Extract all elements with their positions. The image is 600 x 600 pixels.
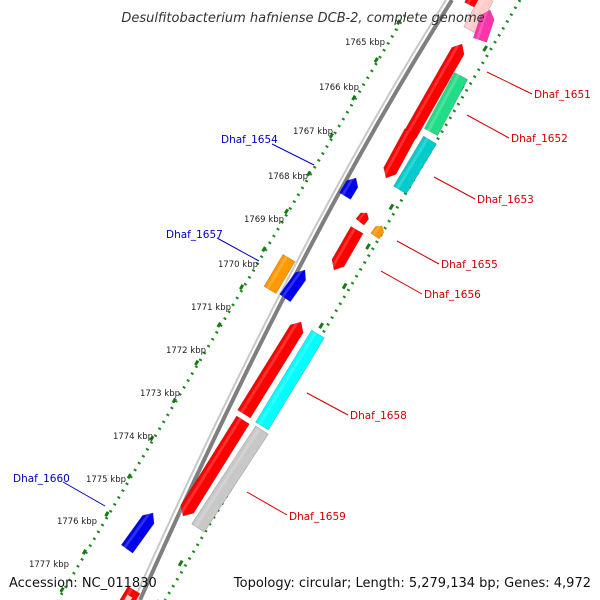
gene-shade (341, 175, 355, 196)
leader-line (271, 143, 315, 166)
gene-shade (240, 319, 300, 414)
gene-shade (396, 137, 429, 190)
gene-dhaf_1657[interactable] (263, 254, 296, 294)
leader-line (216, 237, 260, 262)
gene-shade (443, 41, 461, 70)
kbp-tick-label: 1776 kbp (57, 517, 97, 527)
gene-shade (427, 73, 460, 132)
kbp-tick-label: 1770 kbp (218, 260, 258, 270)
leader-line (466, 114, 510, 139)
gene-label-dhaf_1660[interactable]: Dhaf_1660 (13, 473, 70, 485)
leader-line (380, 270, 423, 295)
gene-shade (266, 255, 288, 290)
gene-shade (382, 129, 410, 178)
gene-shade (179, 417, 242, 516)
kbp-tick-label: 1772 kbp (166, 346, 206, 356)
gene-label-dhaf_1655[interactable]: Dhaf_1655 (441, 259, 498, 271)
gene-dhaf_1654[interactable] (339, 177, 359, 200)
gene-shade (123, 510, 152, 549)
gene-shade (466, 0, 485, 30)
gene-label-dhaf_1658[interactable]: Dhaf_1658 (350, 410, 407, 422)
gene-dhaf_1652[interactable] (423, 72, 469, 136)
leader-line (433, 176, 476, 200)
gene-dhaf_1650c[interactable] (472, 9, 495, 43)
gene-shade (330, 227, 356, 270)
kbp-tick-label: 1773 kbp (140, 389, 180, 399)
kbp-tick-labels: 1765 kbp 1766 kbp 1767 kbp 1768 kbp 1769 kbp… (29, 38, 385, 570)
gene-shade (281, 267, 304, 298)
leader-line (396, 240, 440, 265)
gene-shade (125, 595, 130, 600)
gene-dhaf_1660[interactable] (120, 512, 155, 554)
gene-labels: Dhaf_1651 Dhaf_1652 Dhaf_1653 Dhaf_1654 Dhaf… (13, 89, 591, 523)
kbp-tick-label: 1775 kbp (86, 475, 126, 485)
genome-title: Desulfitobacterium hafniense DCB-2, comp… (121, 11, 484, 26)
kbp-tick-label: 1771 kbp (191, 303, 231, 313)
inner-dotted-ring (56, 14, 407, 600)
gene-label-dhaf_1651[interactable]: Dhaf_1651 (534, 89, 591, 101)
gene-shade (258, 331, 317, 426)
kbp-tick-label: 1769 kbp (244, 215, 284, 225)
topology-text: Topology: circular; Length: 5,279,134 bp… (233, 576, 591, 591)
gene-dhaf_1659a[interactable] (180, 415, 250, 517)
gene-label-dhaf_1653[interactable]: Dhaf_1653 (477, 194, 534, 206)
gene-label-dhaf_1657[interactable]: Dhaf_1657 (166, 229, 223, 241)
leader-line (306, 392, 349, 416)
accession-text: Accession: NC_011830 (9, 576, 157, 591)
leader-line (246, 491, 288, 516)
gene-label-dhaf_1654[interactable]: Dhaf_1654 (221, 134, 278, 146)
gene-shade (123, 587, 133, 600)
kbp-tick-label: 1777 kbp (29, 560, 69, 570)
kbp-tick-label: 1765 kbp (345, 38, 385, 48)
gene-dhaf_1658[interactable] (255, 329, 325, 431)
kbp-tick-label: 1766 kbp (319, 83, 359, 93)
gene-label-dhaf_1652[interactable]: Dhaf_1652 (511, 133, 568, 145)
gene-dhaf_1658a[interactable] (237, 321, 304, 419)
gene-shade (466, 0, 472, 5)
gene-dhaf_1656[interactable] (331, 226, 364, 271)
leader-line (486, 71, 533, 95)
gene-dhaf_1655[interactable] (355, 212, 369, 226)
kbp-tick-label: 1774 kbp (113, 432, 153, 442)
kbp-tick-label: 1768 kbp (268, 172, 308, 182)
gene-shade (372, 224, 382, 236)
gene-dhaf_1657b[interactable] (279, 269, 306, 303)
gene-dhaf_1653[interactable] (393, 135, 437, 195)
gene-shade (357, 211, 367, 222)
gene-features (119, 0, 495, 600)
gene-label-leaders (62, 71, 533, 516)
gene-shade (402, 67, 446, 142)
gene-dhaf_1653a[interactable] (383, 128, 418, 179)
kbp-tick-label: 1767 kbp (293, 127, 333, 137)
gene-dhaf_1659[interactable] (191, 425, 269, 533)
leader-line (62, 481, 106, 507)
gene-shade (476, 8, 489, 40)
gene-label-dhaf_1656[interactable]: Dhaf_1656 (424, 289, 481, 301)
gene-shade (194, 427, 261, 528)
gene-dhaf_1655b[interactable] (370, 225, 385, 240)
genome-backbone-light (133, 0, 447, 600)
gene-label-dhaf_1659[interactable]: Dhaf_1659 (289, 511, 346, 523)
gene-dhaf_1661b[interactable] (121, 594, 133, 600)
